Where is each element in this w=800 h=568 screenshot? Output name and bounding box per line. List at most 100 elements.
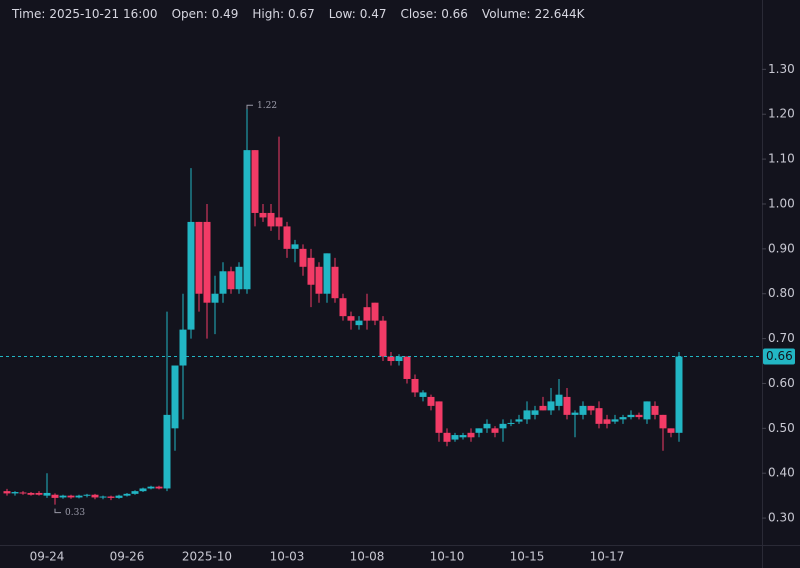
header-value: 22.644K — [534, 7, 585, 21]
candle-body — [131, 491, 139, 494]
candle-body — [299, 248, 307, 267]
candle-body — [507, 422, 515, 424]
header-label: High: — [252, 7, 284, 21]
x-tick-label: 10-08 — [350, 550, 385, 564]
header-label: Low: — [328, 7, 356, 21]
header-value: 0.49 — [211, 7, 239, 21]
candle-body — [27, 492, 35, 495]
last-price-label: 0.66 — [766, 349, 793, 363]
candle-body — [11, 492, 19, 494]
candle-body — [643, 401, 651, 420]
candle-body — [91, 494, 99, 498]
candle-body — [491, 428, 499, 433]
candle-body — [483, 423, 491, 429]
x-tick-label: 2025-10 — [182, 550, 232, 564]
max-marker — [246, 104, 253, 110]
candle-body — [67, 495, 75, 498]
candle-body — [179, 329, 187, 366]
candle-body — [107, 496, 115, 498]
max-annotation: 1.22 — [257, 101, 277, 111]
candle-body — [675, 356, 683, 433]
candle-body — [451, 435, 459, 440]
x-tick-label: 09-24 — [30, 550, 65, 564]
candle-body — [371, 302, 379, 321]
candle-body — [659, 414, 667, 429]
candle-body — [339, 298, 347, 317]
candle-body — [595, 408, 603, 424]
candle-body — [403, 356, 411, 379]
candle-body — [75, 495, 83, 498]
last-price-tag — [763, 348, 795, 365]
candle-body — [355, 320, 363, 326]
candle-body — [539, 405, 547, 411]
candle-body — [243, 150, 251, 290]
x-tick-label: 10-10 — [430, 550, 465, 564]
candle-body — [563, 396, 571, 415]
x-tick-label: 09-26 — [110, 550, 145, 564]
y-tick-label: 0.70 — [768, 331, 795, 345]
candle-body — [35, 492, 43, 495]
candle-body — [619, 417, 627, 420]
candle-body — [667, 428, 675, 433]
candle-body — [467, 432, 475, 438]
min-marker — [54, 508, 61, 514]
header-item: Time: 2025-10-21 16:00 — [12, 7, 158, 21]
candle-body — [155, 486, 163, 489]
header-label: Close: — [400, 7, 438, 21]
candle-body — [515, 419, 523, 422]
y-tick-label: 0.60 — [768, 376, 795, 390]
candle-body — [123, 493, 131, 496]
candle-body — [387, 356, 395, 362]
header-item: High: 0.67 — [252, 7, 314, 21]
candle-body — [235, 266, 243, 290]
candle-body — [427, 396, 435, 406]
candle-body — [275, 217, 283, 227]
candle-body — [363, 307, 371, 321]
candle-body — [419, 392, 427, 397]
candle-body — [227, 271, 235, 290]
header-label: Time: — [12, 7, 46, 21]
candle-body — [523, 410, 531, 420]
candle-body — [195, 221, 203, 294]
candle-body — [587, 405, 595, 411]
header-value: 0.66 — [441, 7, 468, 21]
candle-body — [611, 419, 619, 422]
candle-body — [259, 212, 267, 218]
header-item: Volume: 22.644K — [482, 7, 585, 21]
header-value: 2025-10-21 16:00 — [49, 7, 158, 21]
x-tick-label: 10-15 — [510, 550, 545, 564]
header-item: Open: 0.49 — [172, 7, 239, 21]
x-tick-label: 10-03 — [270, 550, 305, 564]
y-tick-label: 0.90 — [768, 241, 795, 255]
header-value: 0.47 — [359, 7, 387, 21]
candle-body — [531, 410, 539, 415]
candle-body — [267, 212, 275, 227]
candle-body — [555, 394, 563, 406]
y-tick-label: 0.30 — [768, 511, 795, 525]
candle-body — [163, 414, 171, 489]
candle-body — [147, 486, 155, 489]
candle-body — [651, 405, 659, 415]
candle-body — [291, 244, 299, 249]
candle-body — [19, 492, 27, 494]
candle-body — [435, 401, 443, 433]
candle-body — [459, 435, 467, 438]
candle-body — [99, 496, 107, 498]
candle-body — [603, 419, 611, 424]
candle-body — [59, 495, 67, 498]
candle-body — [43, 492, 51, 496]
header-value: 0.67 — [288, 7, 315, 21]
candle-body — [579, 405, 587, 415]
y-tick-label: 1.10 — [768, 152, 795, 166]
y-tick-label: 1.30 — [768, 62, 795, 76]
candle-body — [323, 253, 331, 294]
candle-body — [139, 488, 147, 492]
candle-body — [251, 150, 259, 213]
candle-body — [211, 293, 219, 303]
candle-body — [379, 320, 387, 357]
x-tick-label: 10-17 — [590, 550, 625, 564]
candle-body — [443, 432, 451, 442]
candle-body — [499, 423, 507, 429]
